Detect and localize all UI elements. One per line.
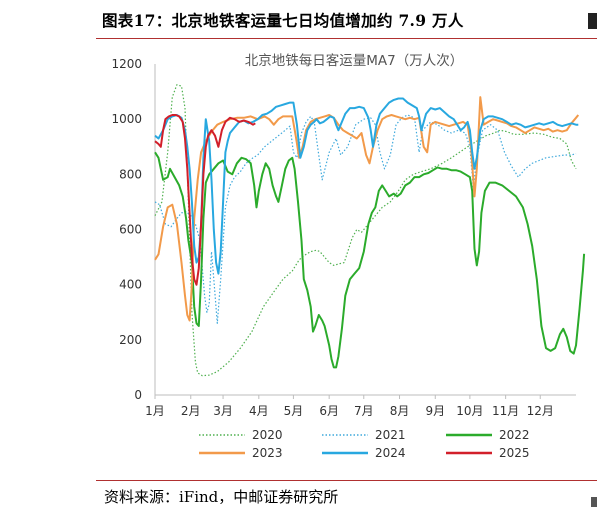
series-line-2024 (154, 97, 579, 275)
x-tick-label: 11月 (492, 404, 519, 418)
y-tick-label: 1200 (111, 57, 142, 71)
figure-source: 资料来源：iFind，中邮证券研究所 (104, 488, 339, 506)
legend-label-2024: 2024 (375, 446, 406, 460)
series-line-2020 (154, 84, 577, 377)
x-tick-label: 3月 (213, 404, 233, 418)
chart-title: 北京地铁每日客运量MA7（万人次） (245, 52, 463, 69)
edge-marker (588, 13, 597, 29)
y-tick-label: 800 (119, 167, 142, 181)
x-tick-label: 9月 (425, 404, 445, 418)
legend-label-2025: 2025 (499, 446, 530, 460)
y-tick-label: 600 (119, 223, 142, 237)
y-tick-label: 200 (119, 333, 142, 347)
series-line-2023 (154, 96, 580, 322)
x-tick-label: 2月 (181, 404, 201, 418)
x-tick-label: 4月 (249, 404, 269, 418)
series-lines (154, 84, 586, 377)
figure-header: 图表17：北京地铁客运量七日均值增加约 7.9 万人 (96, 0, 597, 38)
legend-label-2022: 2022 (499, 428, 530, 442)
legend-label-2023: 2023 (252, 446, 283, 460)
legend-label-2020: 2020 (252, 428, 283, 442)
header-rule (96, 38, 597, 39)
series-line-2022 (154, 151, 586, 369)
edge-marker-2 (591, 497, 597, 507)
axes: 0 200 400 600 800 1000 1200 1月 2月 3月 4月 5月 6月 7月 8月 9月 1… (111, 57, 576, 418)
y-tick-label: 400 (119, 278, 142, 292)
legend-label-2021: 2021 (375, 428, 406, 442)
y-tick-label: 0 (134, 388, 142, 402)
x-tick-label: 12月 (527, 404, 554, 418)
figure-title: 图表17：北京地铁客运量七日均值增加约 7.9 万人 (102, 11, 464, 30)
y-tick-label: 1000 (111, 112, 142, 126)
series-line-2025 (154, 114, 256, 286)
x-tick-label: 5月 (284, 404, 304, 418)
x-tick-label: 7月 (354, 404, 374, 418)
footer-rule (96, 480, 597, 481)
x-tick-label: 6月 (319, 404, 339, 418)
x-tick-label: 1月 (145, 404, 165, 418)
series-line-2021 (154, 114, 577, 324)
x-tick-label: 10月 (456, 404, 483, 418)
x-tick-label: 8月 (390, 404, 410, 418)
ridership-line-chart: 北京地铁每日客运量MA7（万人次） 0 200 400 600 800 1000 1200 1… (111, 52, 586, 460)
legend: 2020 2021 2022 2023 2024 2025 (199, 428, 530, 460)
